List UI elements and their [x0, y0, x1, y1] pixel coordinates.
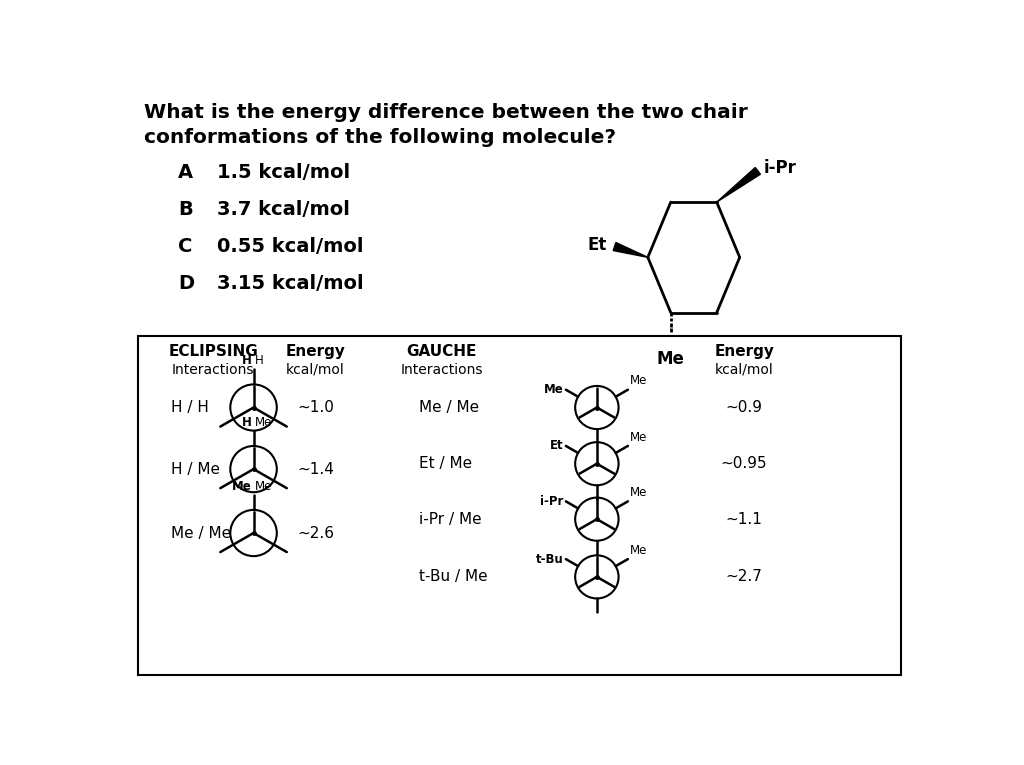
Text: Me: Me	[630, 486, 647, 499]
Text: kcal/mol: kcal/mol	[286, 363, 345, 377]
Text: A: A	[178, 163, 194, 182]
Text: Interactions: Interactions	[172, 363, 255, 377]
Text: ~0.95: ~0.95	[721, 456, 767, 471]
Text: H: H	[255, 354, 264, 367]
Text: GAUCHE: GAUCHE	[407, 344, 477, 360]
Text: Me: Me	[255, 480, 272, 493]
Text: Et / Me: Et / Me	[419, 456, 472, 471]
Text: ~2.7: ~2.7	[726, 569, 763, 584]
FancyBboxPatch shape	[138, 336, 901, 675]
Text: ~2.6: ~2.6	[297, 526, 334, 541]
Text: t-Bu: t-Bu	[536, 552, 563, 565]
Text: C: C	[178, 237, 193, 256]
Polygon shape	[717, 168, 761, 202]
Text: ~1.0: ~1.0	[297, 400, 334, 415]
Text: Et: Et	[588, 236, 607, 254]
Text: i-Pr: i-Pr	[764, 159, 797, 177]
Text: Me: Me	[630, 544, 647, 557]
Text: Me: Me	[630, 431, 647, 444]
Text: ~1.4: ~1.4	[297, 461, 334, 477]
Text: 3.7 kcal/mol: 3.7 kcal/mol	[217, 200, 350, 219]
Text: What is the energy difference between the two chair: What is the energy difference between th…	[143, 103, 748, 122]
Text: Me: Me	[656, 350, 685, 368]
Text: B: B	[178, 200, 194, 219]
Text: 0.55 kcal/mol: 0.55 kcal/mol	[217, 237, 364, 256]
Text: conformations of the following molecule?: conformations of the following molecule?	[143, 128, 615, 147]
Text: 1.5 kcal/mol: 1.5 kcal/mol	[217, 163, 350, 182]
Text: Me: Me	[630, 374, 647, 387]
Text: H: H	[242, 354, 252, 367]
Text: Et: Et	[550, 439, 563, 452]
Text: kcal/mol: kcal/mol	[715, 363, 773, 377]
Text: Energy: Energy	[714, 344, 774, 360]
Text: H: H	[242, 415, 252, 428]
Text: Interactions: Interactions	[400, 363, 483, 377]
Text: 3.15 kcal/mol: 3.15 kcal/mol	[217, 274, 364, 293]
Text: t-Bu / Me: t-Bu / Me	[419, 569, 487, 584]
Text: H / H: H / H	[171, 400, 209, 415]
Polygon shape	[613, 243, 648, 257]
Text: D: D	[178, 274, 195, 293]
Text: Me / Me: Me / Me	[419, 400, 479, 415]
Text: Me: Me	[544, 383, 563, 396]
Text: Energy: Energy	[286, 344, 345, 360]
Text: i-Pr: i-Pr	[541, 495, 563, 508]
Text: ~1.1: ~1.1	[726, 512, 763, 526]
Text: Me: Me	[255, 415, 272, 428]
Text: i-Pr / Me: i-Pr / Me	[419, 512, 481, 526]
Text: Me: Me	[232, 480, 252, 493]
Text: ECLIPSING: ECLIPSING	[168, 344, 258, 360]
Text: H / Me: H / Me	[171, 461, 219, 477]
Text: Me / Me: Me / Me	[171, 526, 230, 541]
Text: ~0.9: ~0.9	[726, 400, 763, 415]
